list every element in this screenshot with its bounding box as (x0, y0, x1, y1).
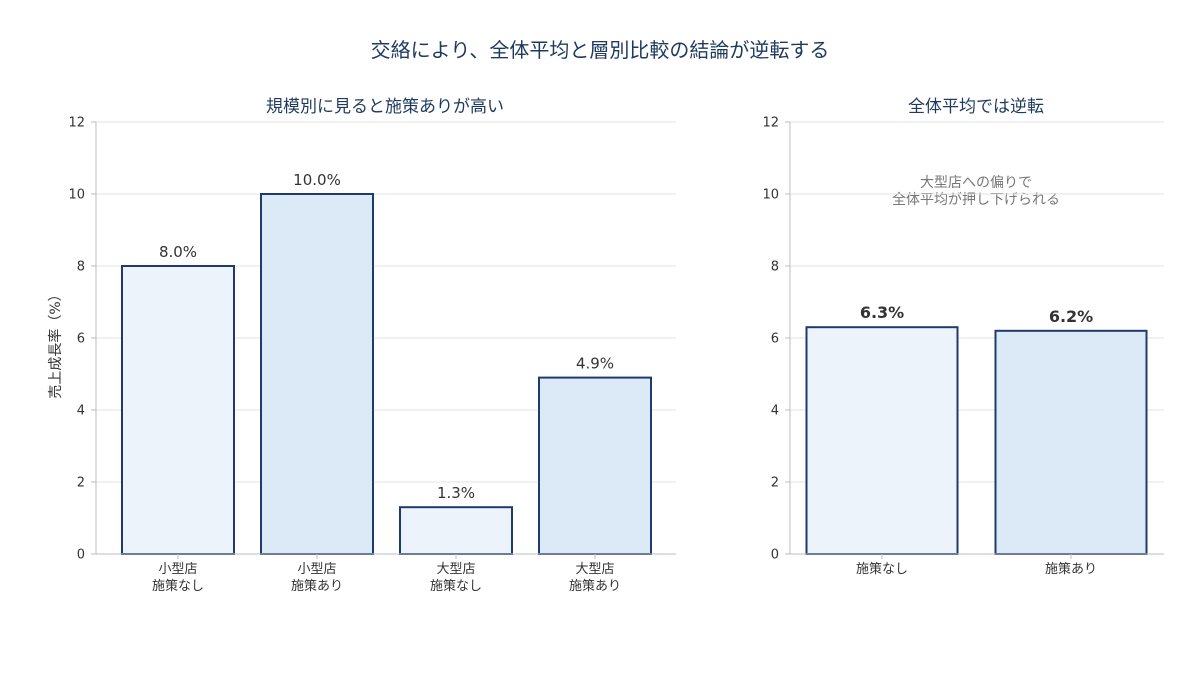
left-panel: 規模別に見ると施策ありが高い 売上成長率（%） 8.0% 10.0% 1.3% 4.9… (47, 97, 676, 594)
right-y-tick-label: 10 (762, 188, 779, 203)
left-y-tick-label: 2 (77, 476, 85, 491)
right-panel-title: 全体平均では逆転 (908, 97, 1044, 117)
left-data-label-1: 8.0% (159, 243, 197, 261)
left-bar-3 (399, 506, 513, 556)
right-annotation-line-1: 大型店への偏りで (920, 175, 1032, 191)
left-category-label: 大型店 (575, 562, 614, 577)
right-data-label-1: 6.3% (860, 303, 904, 322)
left-bar-4 (538, 376, 652, 555)
figure-title: 交絡により、全体平均と層別比較の結論が逆転する (371, 38, 830, 62)
right-y-tick-label: 4 (771, 404, 779, 419)
left-category-label: 施策あり (291, 578, 343, 594)
left-data-label-2: 10.0% (293, 171, 341, 189)
right-category-label: 施策あり (1045, 561, 1097, 577)
right-y-tick-label: 2 (771, 476, 779, 491)
left-y-tick-label: 10 (68, 188, 85, 203)
left-bar-1 (121, 265, 235, 555)
left-category-label: 大型店 (436, 562, 475, 577)
left-category-label: 施策なし (430, 578, 482, 594)
right-y-tick-label: 12 (762, 116, 779, 131)
left-panel-title: 規模別に見ると施策ありが高い (266, 97, 504, 117)
left-y-axis-label: 売上成長率（%） (47, 287, 64, 398)
left-y-tick-label: 8 (77, 260, 85, 275)
left-category-label: 施策あり (569, 578, 621, 594)
right-y-tick-label: 8 (771, 260, 779, 275)
left-data-label-3: 1.3% (437, 484, 475, 502)
right-bar-2 (994, 329, 1148, 555)
right-annotation-line-2: 全体平均が押し下げられる (892, 191, 1060, 208)
right-y-tick-label: 0 (771, 548, 779, 563)
left-category-label: 小型店 (297, 562, 336, 577)
right-panel: 全体平均では逆転 大型店への偏りで 全体平均が押し下げられる 6.3% 6.2% … (762, 97, 1164, 577)
right-bars: 6.3% 6.2% (805, 303, 1148, 556)
left-bar-2 (260, 193, 374, 555)
left-y-tick-label: 4 (77, 404, 85, 419)
left-category-label: 小型店 (158, 562, 197, 577)
left-y-tick-label: 12 (68, 116, 85, 131)
left-bars: 8.0% 10.0% 1.3% 4.9% (121, 171, 652, 556)
left-y-tick-label: 0 (77, 548, 85, 563)
left-y-tick-label: 6 (77, 332, 85, 347)
right-category-label: 施策なし (856, 561, 908, 577)
right-bar-1 (805, 326, 959, 556)
right-data-label-2: 6.2% (1049, 307, 1093, 326)
left-category-label: 施策なし (152, 578, 204, 594)
right-axes: 0 2 4 6 8 10 12 施策なし 施策あり (762, 116, 1164, 577)
left-data-label-4: 4.9% (576, 355, 614, 373)
right-y-tick-label: 6 (771, 332, 779, 347)
